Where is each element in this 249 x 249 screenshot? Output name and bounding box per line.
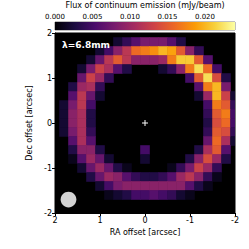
svg-text:0.000: 0.000 <box>45 13 65 21</box>
svg-text:0: 0 <box>47 119 52 128</box>
svg-text:0.020: 0.020 <box>195 13 215 21</box>
svg-text:0.015: 0.015 <box>157 13 177 21</box>
svg-text:2: 2 <box>52 216 57 225</box>
svg-text:-2: -2 <box>231 216 239 225</box>
svg-text:RA offset [arcsec]: RA offset [arcsec] <box>110 228 181 237</box>
svg-text:0: 0 <box>142 216 147 225</box>
svg-text:Dec offset [arcsec]: Dec offset [arcsec] <box>25 85 34 160</box>
svg-text:Flux of continuum emission (mJ: Flux of continuum emission (mJy/beam) <box>65 1 224 10</box>
svg-text:-1: -1 <box>186 216 194 225</box>
svg-text:0.005: 0.005 <box>82 13 102 21</box>
svg-text:2: 2 <box>47 29 52 38</box>
svg-text:1: 1 <box>47 74 52 83</box>
svg-text:0.010: 0.010 <box>120 13 140 21</box>
svg-text:-2: -2 <box>44 209 52 218</box>
svg-text:λ=6.8mm: λ=6.8mm <box>62 40 110 50</box>
svg-text:-1: -1 <box>44 164 52 173</box>
svg-text:1: 1 <box>97 216 102 225</box>
